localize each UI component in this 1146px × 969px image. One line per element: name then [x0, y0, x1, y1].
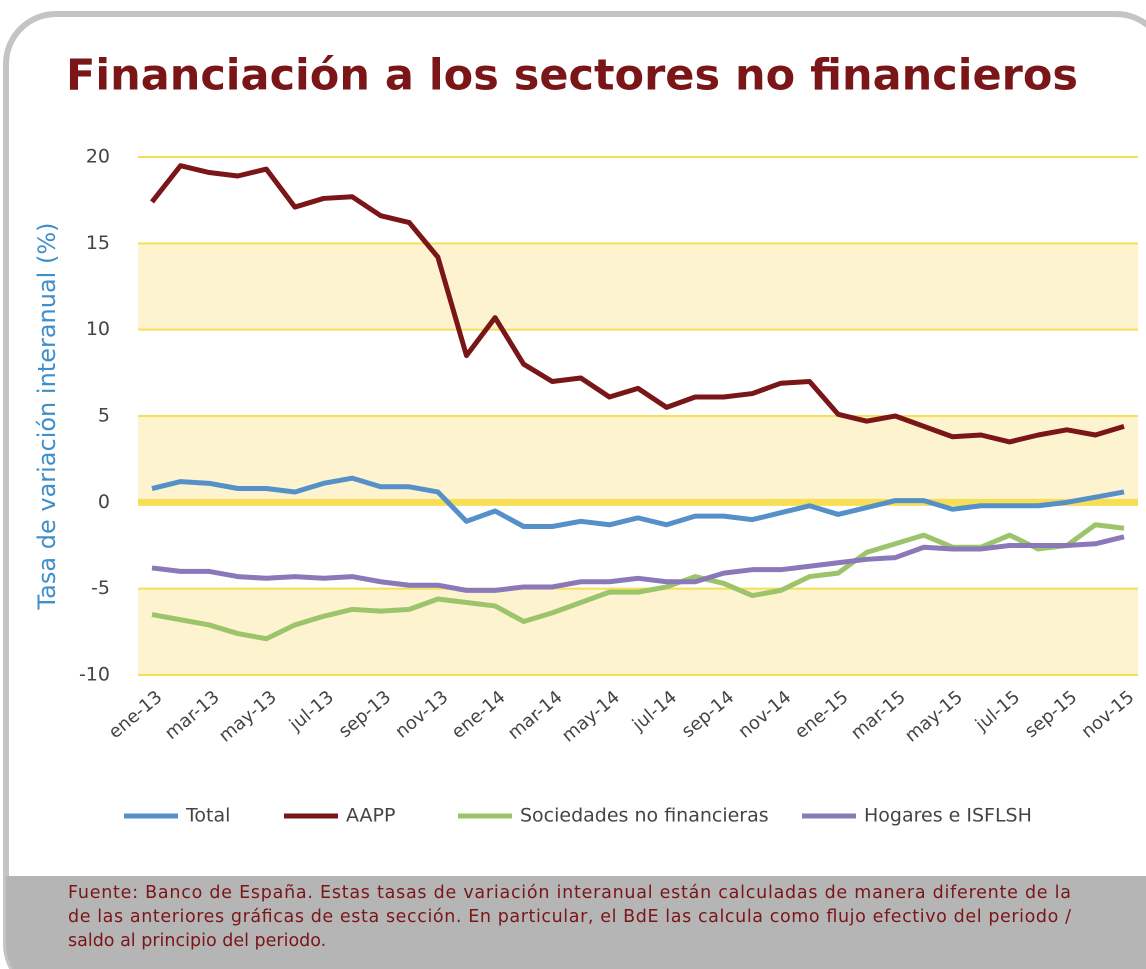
y-tick-label: 15: [86, 232, 110, 254]
y-tick-label: -5: [91, 577, 110, 599]
y-tick-label: -10: [79, 664, 110, 686]
source-note: Fuente: Banco de España. Estas tasas de …: [68, 883, 1071, 903]
legend-label: Total: [185, 805, 230, 827]
source-note: saldo al principio del periodo.: [68, 931, 326, 951]
y-tick-label: 0: [98, 491, 110, 513]
legend-label: Hogares e ISFLSH: [864, 805, 1032, 827]
footer-band: [6, 876, 1146, 969]
band: [138, 588, 1138, 675]
legend-label: Sociedades no financieras: [520, 805, 769, 827]
y-tick-label: 10: [86, 318, 110, 340]
legend-label: AAPP: [346, 805, 395, 827]
source-note: de las anteriores gráficas de esta secci…: [68, 907, 1071, 927]
chart-title: Financiación a los sectores no financier…: [66, 51, 1078, 101]
series-line: [151, 534, 1125, 593]
series-line: [150, 163, 1125, 445]
series-line: [151, 475, 1125, 530]
y-tick-label: 5: [98, 405, 110, 427]
band: [138, 243, 1138, 330]
y-axis-label: Tasa de variación interanual (%): [33, 223, 61, 611]
y-tick-label: 20: [86, 146, 110, 168]
